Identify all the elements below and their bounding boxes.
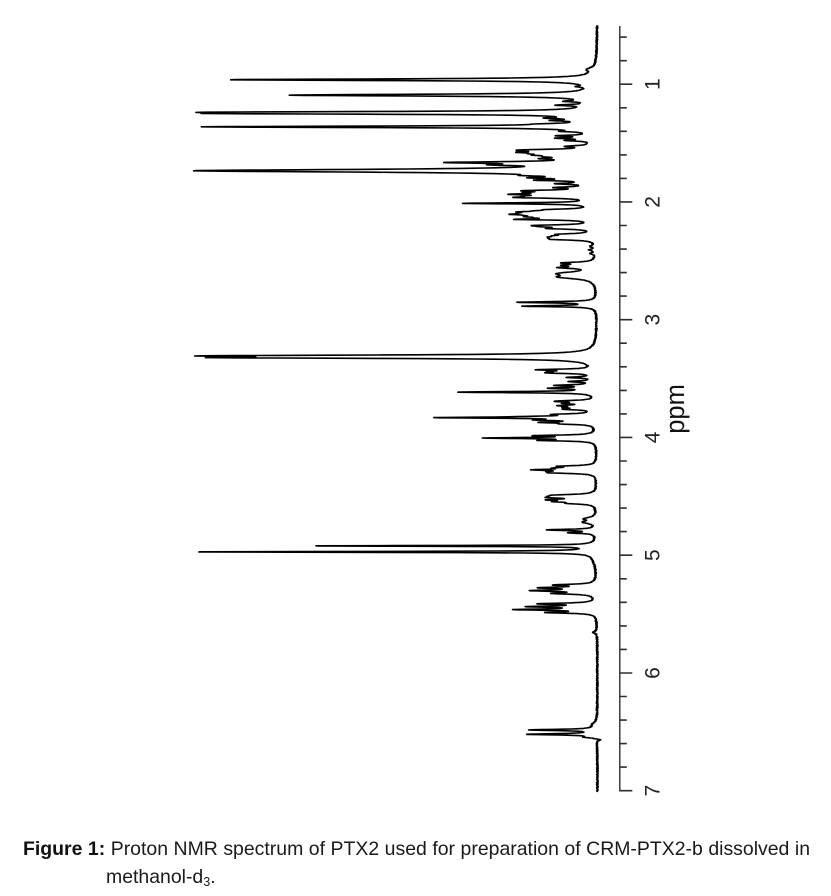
svg-text:5: 5 [642,549,665,561]
svg-text:1: 1 [642,78,665,90]
svg-text:2: 2 [642,196,665,208]
svg-text:7: 7 [642,785,665,797]
svg-text:4: 4 [642,431,665,443]
svg-text:3: 3 [642,314,665,326]
svg-text:6: 6 [642,667,665,679]
svg-text:ppm: ppm [662,384,690,434]
